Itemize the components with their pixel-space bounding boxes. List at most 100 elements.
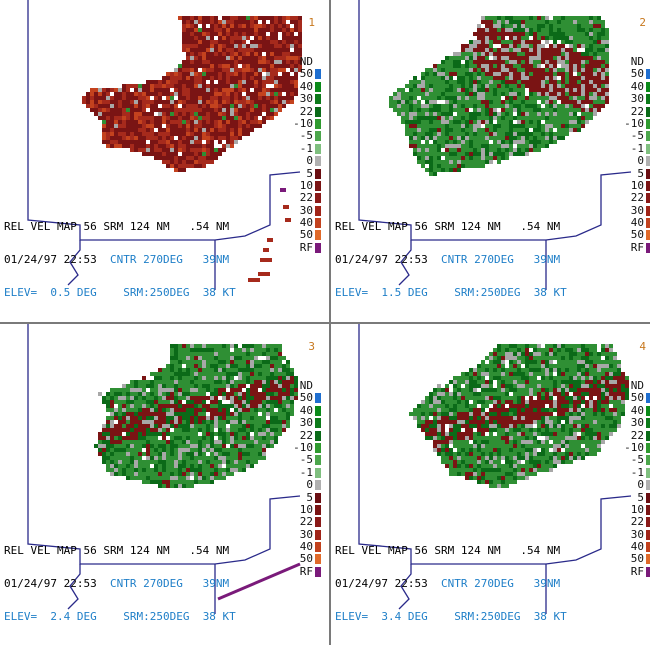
legend-label: -5 [631,454,644,466]
legend-label: 22 [631,430,644,442]
legend-label: 30 [631,93,644,105]
legend-swatch [315,493,321,503]
legend-swatch [315,206,321,216]
legend-swatch [315,567,321,577]
legend-swatch [646,94,650,104]
legend-label: 50 [300,229,313,241]
legend-swatch [646,418,650,428]
header-line: REL VEL MAP 56 SRM 124 NM .54 NM [335,221,567,232]
legend-label: 22 [300,516,313,528]
legend-swatch [646,455,650,465]
legend-swatch [646,505,650,515]
legend-label: 5 [637,168,644,180]
echo-cell [267,238,273,242]
legend-label: RF [300,566,313,578]
legend-entry: 0 [299,479,321,491]
legend-swatch [315,431,321,441]
legend-swatch [315,468,321,478]
info-block: REL VEL MAP 56 SRM 124 NM .54 NM 01/24/9… [335,199,567,320]
info-block: REL VEL MAP 56 SRM 124 NM .54 NM 01/24/9… [4,523,236,644]
legend-label: 40 [631,217,644,229]
legend-label: -5 [300,130,313,142]
legend-label: 5 [306,492,313,504]
legend-label: 30 [631,205,644,217]
legend-label: 10 [300,504,313,516]
legend-swatch [646,57,650,67]
legend-swatch [315,169,321,179]
elevation: ELEV= 2.4 DEG [4,611,97,622]
legend-entry: -5 [630,130,650,142]
legend-label: 30 [300,205,313,217]
legend-entry: 22 [630,192,650,204]
legend-entry: 30 [630,417,650,429]
panel-number: 1 [308,16,315,29]
legend-swatch [646,119,650,129]
legend-swatch [315,505,321,515]
legend-entry: 0 [299,155,321,167]
legend-label: 22 [300,192,313,204]
legend-swatch [315,82,321,92]
legend-swatch [646,542,650,552]
velocity-field [94,344,298,488]
legend-label: 50 [631,68,644,80]
datetime: 01/24/97 22:53 [4,254,97,265]
legend-swatch [315,218,321,228]
legend-label: 30 [300,417,313,429]
legend-swatch [646,431,650,441]
legend-label: 22 [300,430,313,442]
legend-label: 40 [631,81,644,93]
legend-entry: 50 [630,229,650,241]
legend-swatch [646,517,650,527]
legend-label: -10 [293,118,313,130]
legend-entry: 50 [299,229,321,241]
elevation: ELEV= 1.5 DEG [335,287,428,298]
legend-entry: 50 [630,392,650,404]
legend-swatch [646,480,650,490]
legend-swatch [315,57,321,67]
srm-info: SRM:250DEG 38 KT [454,611,567,622]
legend-entry: 50 [299,553,321,565]
center-info: CNTR 270DEG 39NM [441,254,560,265]
legend-label: -1 [631,143,644,155]
legend-swatch [315,418,321,428]
legend-label: 0 [306,155,313,167]
legend-label: RF [300,242,313,254]
velocity-field [389,16,609,176]
legend-label: 40 [631,405,644,417]
legend-label: 22 [631,106,644,118]
center-info: CNTR 270DEG 39NM [441,578,560,589]
legend-label: -10 [624,118,644,130]
header-line: REL VEL MAP 56 SRM 124 NM .54 NM [4,545,236,556]
legend-label: 40 [631,541,644,553]
legend-swatch [646,230,650,240]
echo-cell [285,218,291,222]
legend-label: 5 [637,492,644,504]
legend-swatch [646,554,650,564]
echo-cell [263,248,269,252]
legend-swatch [315,455,321,465]
legend-label: 10 [631,180,644,192]
legend-swatch [646,393,650,403]
legend-label: -10 [624,442,644,454]
legend-swatch [315,406,321,416]
legend-entry: RF [630,242,650,254]
legend-entry: 50 [630,68,650,80]
legend-label: 10 [631,504,644,516]
velocity-field [82,16,302,172]
legend-swatch [646,82,650,92]
legend-label: 50 [631,553,644,565]
datetime: 01/24/97 22:53 [335,254,428,265]
elevation: ELEV= 0.5 DEG [4,287,97,298]
legend-label: ND [631,380,644,392]
legend-label: 30 [300,93,313,105]
legend-swatch [315,542,321,552]
legend-label: 0 [637,155,644,167]
echo-cell [260,258,272,262]
legend-label: RF [631,566,644,578]
panel-number: 3 [308,340,315,353]
legend-label: ND [300,56,313,68]
legend-swatch [646,156,650,166]
srm-info: SRM:250DEG 38 KT [454,287,567,298]
legend-entry: RF [630,566,650,578]
